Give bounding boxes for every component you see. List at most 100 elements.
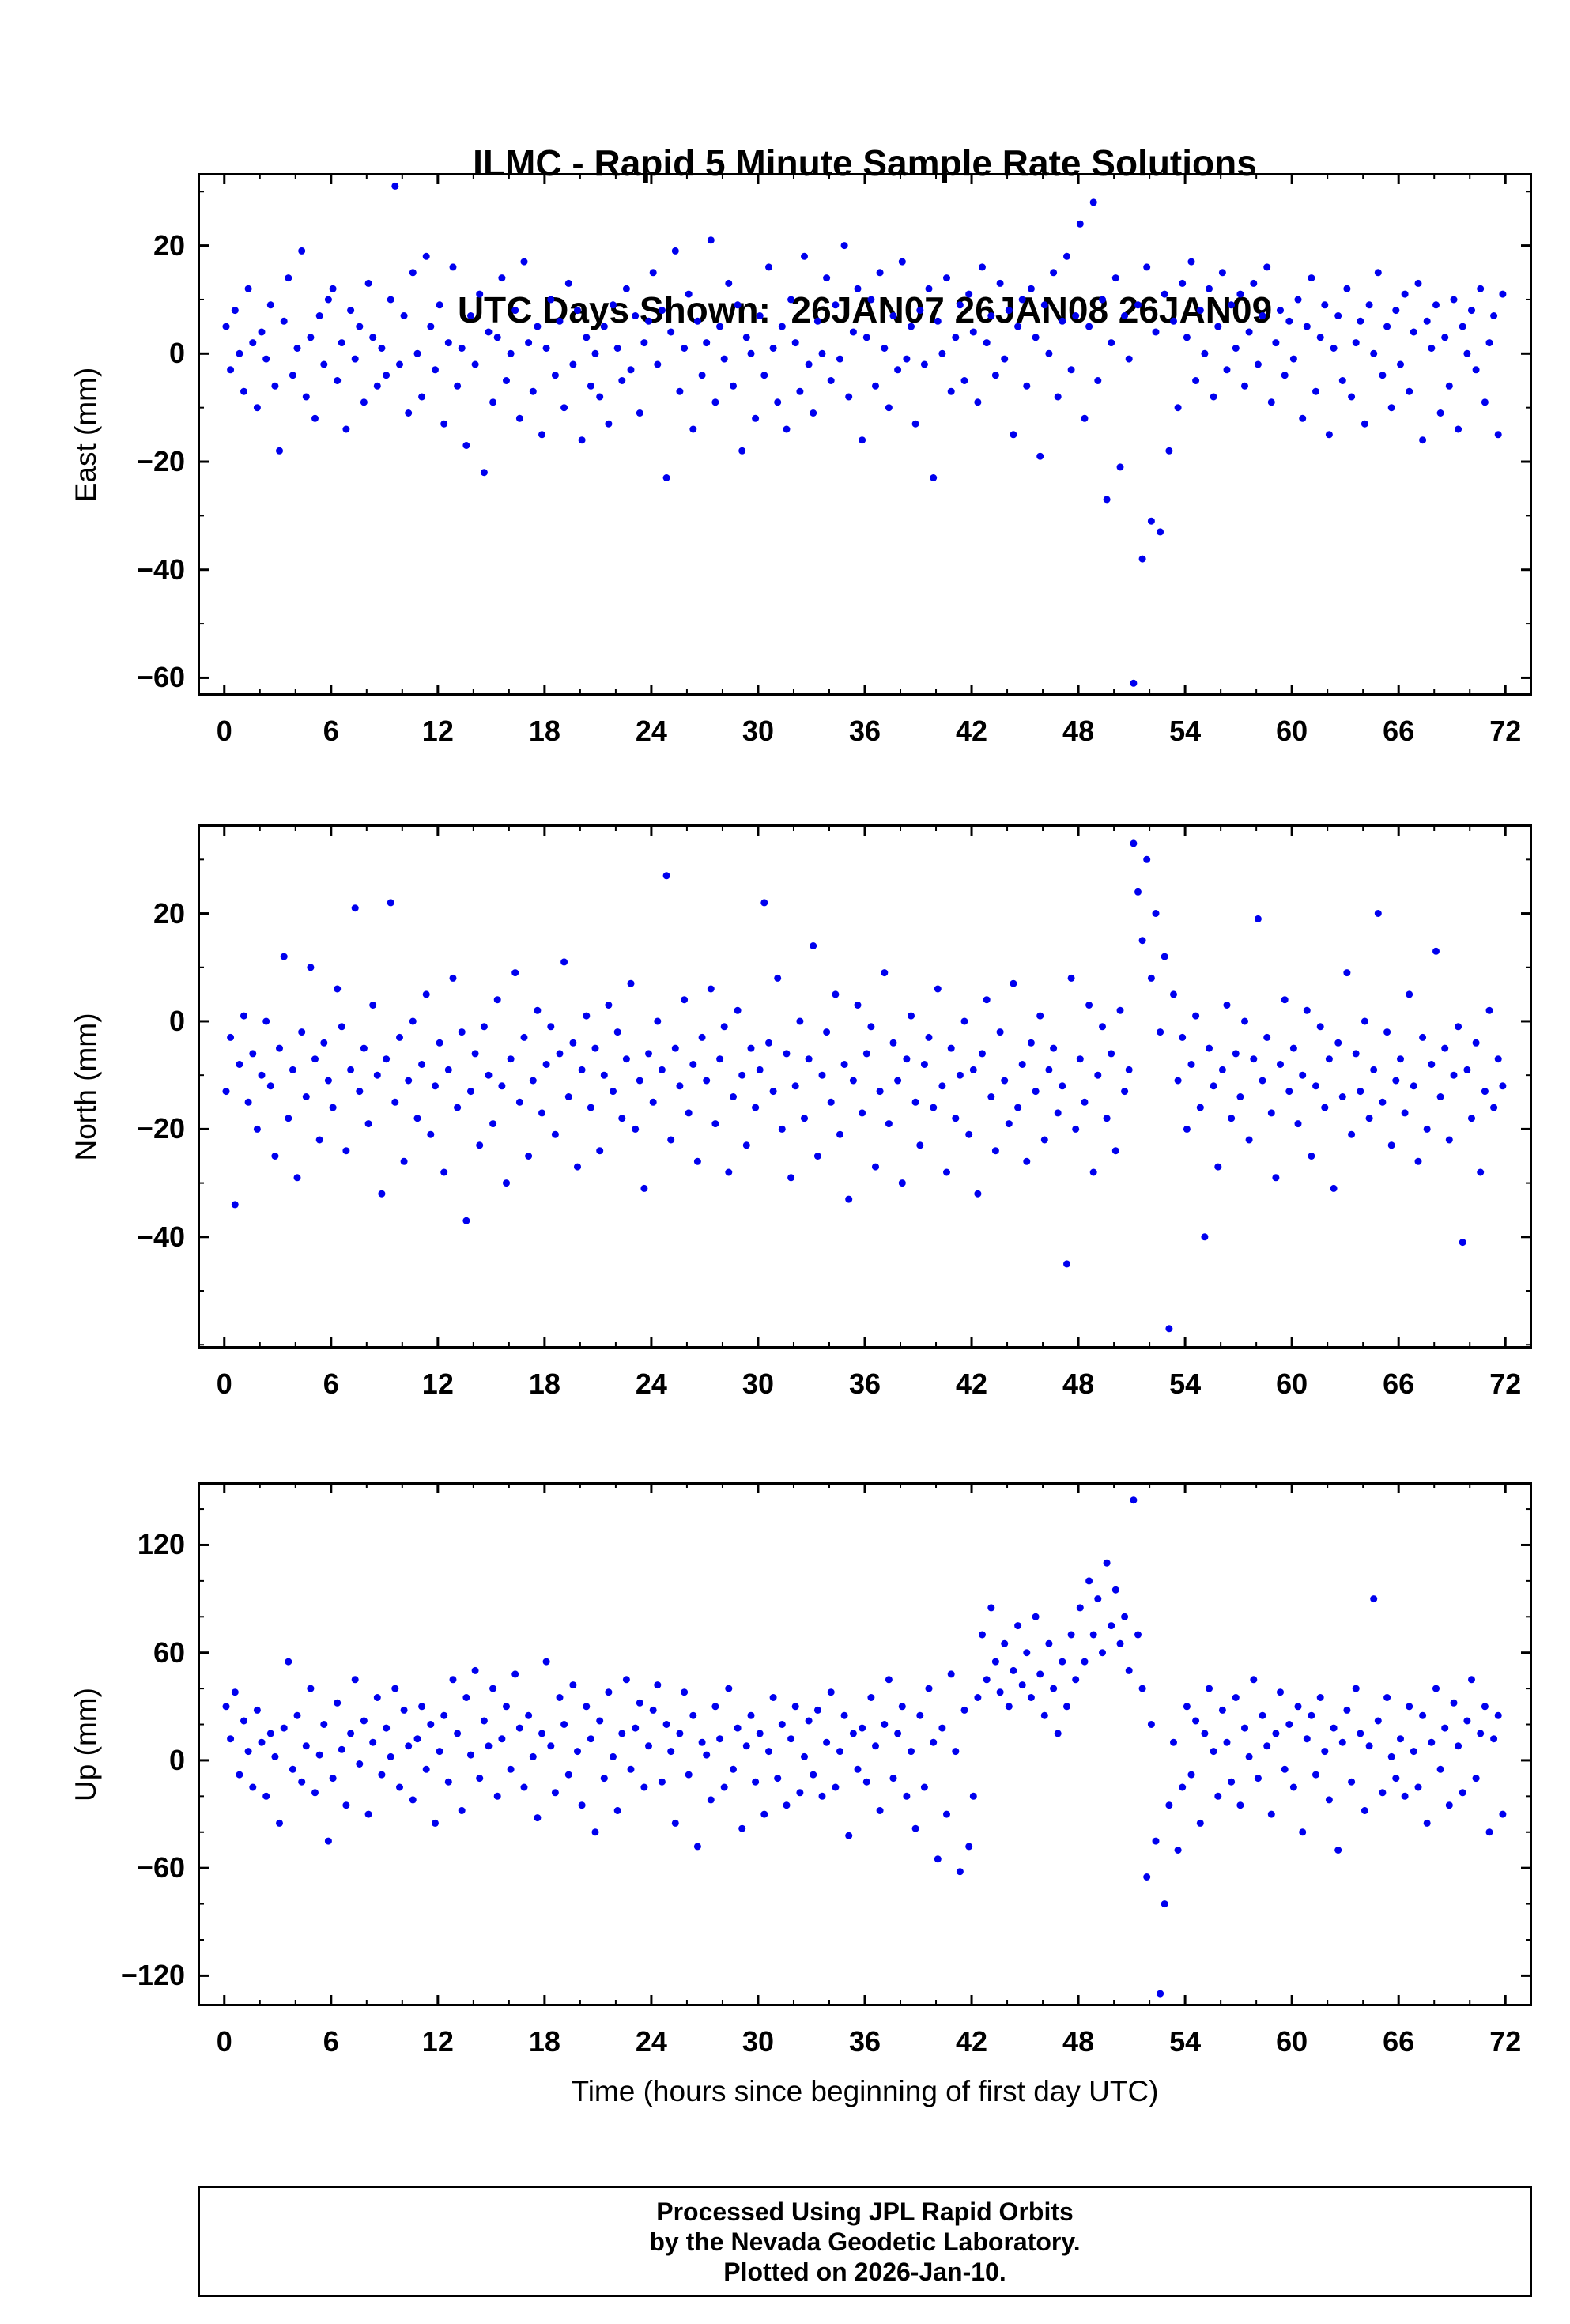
scatter-point <box>351 904 359 912</box>
plot-frame <box>198 173 1532 696</box>
scatter-point <box>1259 312 1266 319</box>
east-panel: East (mm) 0 6 12 18 24 30 36 42 48 54 60 66 72 20 0 −20… <box>70 173 1532 746</box>
scatter-point <box>969 328 977 336</box>
scatter-point <box>436 301 443 309</box>
scatter-point <box>1050 269 1058 277</box>
scatter-point <box>960 1017 968 1025</box>
scatter-point <box>1125 1666 1133 1674</box>
scatter-point <box>898 258 906 266</box>
scatter-point <box>302 393 310 401</box>
scatter-point <box>1232 1050 1240 1058</box>
scatter-point <box>796 1789 804 1797</box>
scatter-point <box>476 1141 484 1149</box>
scatter-point <box>409 1017 417 1025</box>
scatter-point <box>222 323 230 330</box>
scatter-point <box>1348 393 1356 401</box>
scatter-point <box>262 1017 270 1025</box>
scatter-point <box>485 328 493 336</box>
scatter-point <box>791 1082 799 1090</box>
scatter-point <box>1059 1082 1066 1090</box>
scatter-point <box>578 436 586 444</box>
scatter-point <box>640 1184 648 1192</box>
scatter-point <box>1147 974 1155 982</box>
scatter-point <box>356 1760 364 1768</box>
scatter-point <box>765 1039 772 1047</box>
scatter-point <box>916 1141 924 1149</box>
scatter-point <box>1179 279 1187 287</box>
y-tick-label: 60 <box>153 1635 185 1669</box>
scatter-point <box>636 409 643 417</box>
scatter-point <box>378 1771 386 1779</box>
scatter-point <box>1294 296 1302 304</box>
scatter-point <box>405 1742 413 1750</box>
plot-frame <box>198 824 1532 1349</box>
scatter-point <box>1414 1157 1422 1165</box>
x-tick-label: 36 <box>848 1368 881 1400</box>
scatter-point <box>1321 1104 1329 1111</box>
scatter-point <box>1379 372 1387 379</box>
scatter-point <box>396 1033 403 1041</box>
scatter-point <box>987 1093 995 1100</box>
scatter-point <box>360 398 368 406</box>
scatter-point <box>1325 1055 1333 1063</box>
y-tick-label: −40 <box>136 553 185 586</box>
scatter-point <box>987 312 995 319</box>
scatter-point <box>480 1717 488 1725</box>
scatter-point <box>689 1061 697 1068</box>
scatter-point <box>859 1109 866 1117</box>
scatter-point <box>760 899 768 907</box>
scatter-point <box>1414 279 1422 287</box>
scatter-point <box>222 1703 230 1711</box>
scatter-point <box>315 312 323 319</box>
scatter-point <box>654 1017 662 1025</box>
scatter-point <box>1330 1184 1338 1192</box>
scatter-point <box>564 279 572 287</box>
scatter-point <box>1228 1778 1236 1786</box>
scatter-point <box>1094 1595 1102 1603</box>
scatter-point <box>507 1765 515 1773</box>
scatter-point <box>342 425 350 433</box>
scatter-point <box>1187 1771 1195 1779</box>
scatter-point <box>1325 1796 1333 1804</box>
scatter-point <box>979 1631 986 1639</box>
scatter-point <box>876 269 884 277</box>
scatter-point <box>1228 1115 1236 1122</box>
scatter-point <box>1485 1828 1493 1836</box>
scatter-point <box>293 345 301 352</box>
scatter-point <box>1161 953 1168 960</box>
scatter-point <box>360 1717 368 1725</box>
scatter-point <box>569 1681 577 1689</box>
scatter-point <box>293 1711 301 1719</box>
scatter-point <box>1241 1017 1248 1025</box>
scatter-point <box>747 1711 755 1719</box>
scatter-point <box>1397 1735 1404 1743</box>
scatter-point <box>725 279 733 287</box>
scatter-point <box>1455 1023 1462 1031</box>
scatter-point <box>591 349 599 357</box>
scatter-point <box>1277 1688 1284 1696</box>
scatter-point <box>311 414 319 422</box>
scatter-point <box>778 1721 786 1728</box>
scatter-point <box>1121 1613 1129 1620</box>
scatter-point <box>1330 345 1338 352</box>
scatter-point <box>1165 1801 1173 1809</box>
scatter-point <box>881 969 889 977</box>
scatter-point <box>698 1738 706 1746</box>
scatter-point <box>934 1855 942 1863</box>
scatter-point <box>649 269 657 277</box>
scatter-point <box>889 1775 897 1783</box>
scatter-point <box>227 1033 235 1041</box>
scatter-point <box>1485 339 1493 347</box>
scatter-point <box>618 1115 626 1122</box>
scatter-point <box>413 349 421 357</box>
scatter-point <box>538 431 545 439</box>
scatter-point <box>1254 360 1262 368</box>
scatter-point <box>1334 312 1342 319</box>
scatter-point <box>262 1792 270 1800</box>
scatter-point <box>258 328 266 336</box>
scatter-point <box>534 1006 542 1014</box>
scatter-point <box>1085 323 1093 330</box>
scatter-point <box>320 360 328 368</box>
scatter-point <box>983 1676 991 1684</box>
scatter-point <box>1281 372 1289 379</box>
